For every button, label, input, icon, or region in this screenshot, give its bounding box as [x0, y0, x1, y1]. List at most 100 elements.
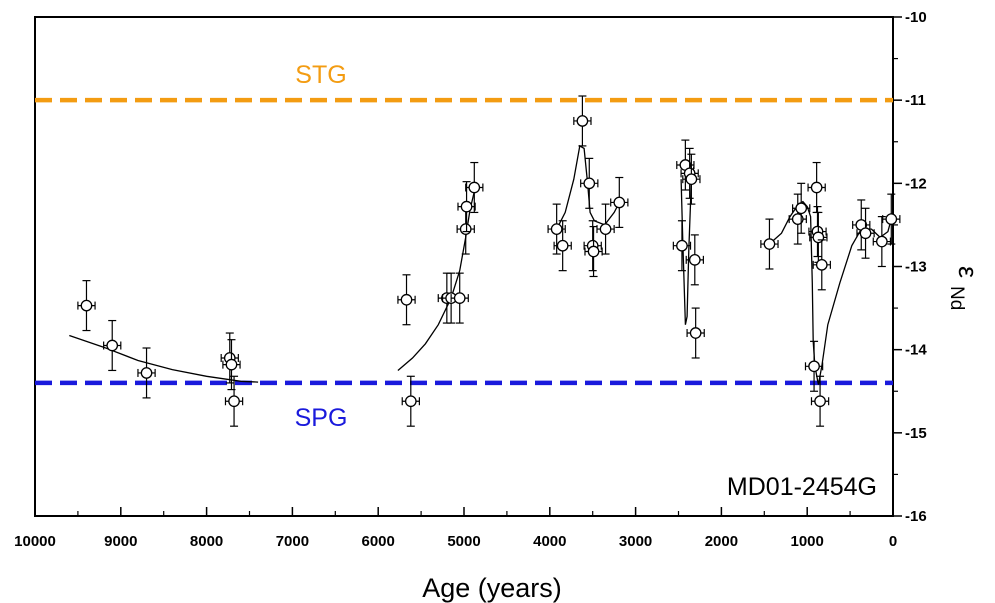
data-points [77, 95, 901, 427]
x-tick-label: 9000 [104, 533, 137, 550]
point-marker [583, 177, 596, 190]
point-marker [613, 196, 626, 209]
point-marker [228, 395, 240, 408]
x-tick-label: 3000 [619, 533, 652, 550]
point-marker [875, 235, 888, 248]
trend-curve-2 [397, 191, 475, 371]
data-point [810, 375, 830, 427]
data-point [222, 339, 241, 391]
data-point [882, 193, 901, 245]
data-point [457, 181, 476, 233]
point-marker [576, 115, 589, 127]
data-point [553, 220, 572, 272]
y-tick-label: -14 [905, 342, 927, 359]
point-marker [688, 253, 701, 266]
trend-curve-5 [768, 200, 892, 385]
svg-text:ε: ε [953, 266, 983, 278]
data-point [685, 234, 704, 286]
data-point [583, 220, 602, 272]
data-point [682, 153, 701, 205]
x-tick-label: 7000 [276, 533, 309, 550]
reference-label-stg: STG [295, 61, 346, 89]
x-axis-title: Age (years) [422, 573, 562, 603]
point-marker [459, 223, 472, 235]
data-point [220, 332, 239, 384]
data-point [856, 207, 875, 259]
reference-label-spg: SPG [295, 404, 348, 432]
data-point [807, 161, 826, 214]
data-point [676, 139, 695, 191]
point-marker [815, 258, 828, 271]
x-tick-label: 1000 [791, 533, 824, 550]
point-marker [689, 327, 702, 339]
x-tick-label: 2000 [705, 533, 738, 550]
point-marker [140, 367, 153, 379]
x-tick-label: 6000 [362, 533, 395, 550]
data-point [788, 193, 807, 245]
y-tick-label: -10 [905, 9, 927, 26]
data-point [804, 340, 824, 392]
data-point [792, 182, 811, 234]
data-point [610, 176, 629, 229]
x-axis: 10000 9000 8000 7000 6000 5000 4000 3000 2000 100… [14, 507, 897, 550]
data-point [852, 199, 871, 251]
data-point [450, 272, 469, 324]
point-marker [808, 360, 820, 373]
y-tick-label: -16 [905, 508, 927, 525]
data-point [465, 161, 484, 214]
point-marker [685, 173, 698, 186]
data-point [672, 220, 692, 272]
data-point [580, 157, 599, 209]
data-point [812, 239, 831, 291]
point-marker [468, 181, 481, 194]
data-point [573, 95, 592, 147]
y-tick-label: -11 [905, 92, 926, 109]
svg-text:Nd: Nd [946, 286, 967, 310]
point-marker [859, 227, 872, 240]
point-marker [810, 181, 823, 194]
point-marker [404, 395, 417, 408]
point-marker [885, 213, 898, 225]
point-marker [676, 239, 688, 252]
data-point [401, 375, 420, 427]
annotation-label: MD01-2454G [727, 473, 877, 501]
point-marker [814, 395, 826, 408]
point-marker [587, 245, 600, 258]
y-axis-title-sub: Nd [946, 286, 967, 310]
data-point [872, 216, 892, 268]
data-point [680, 147, 699, 199]
x-tick-label: 5000 [447, 533, 480, 550]
data-point [584, 225, 603, 278]
x-tick-label: 4000 [533, 533, 566, 550]
point-marker [400, 293, 413, 306]
data-point [77, 280, 96, 332]
data-point [686, 307, 705, 359]
point-marker [453, 292, 466, 304]
point-marker [556, 239, 569, 252]
point-marker [106, 339, 119, 352]
plot-frame [34, 16, 894, 517]
point-marker [763, 238, 776, 250]
trend-curves [69, 144, 892, 385]
point-marker [460, 200, 473, 213]
y-axis: -10 -11 -12 -13 -14 -15 -16 [893, 9, 927, 525]
data-point [547, 203, 566, 255]
y-axis-title: ε Nd [946, 266, 983, 310]
point-marker [599, 223, 612, 235]
point-marker [80, 299, 93, 312]
y-tick-label: -12 [905, 175, 927, 192]
data-point [103, 319, 122, 372]
data-point [224, 375, 244, 427]
reference-lines: STG SPG [35, 61, 893, 432]
point-marker [795, 202, 808, 215]
data-point [596, 203, 615, 255]
point-marker [225, 358, 238, 371]
y-tick-label: -13 [905, 259, 927, 276]
data-point [137, 347, 156, 399]
x-tick-label: 10000 [14, 533, 56, 550]
y-axis-title-main: ε [953, 266, 983, 278]
data-point [760, 218, 779, 270]
data-point [397, 274, 416, 326]
data-point [809, 211, 828, 263]
